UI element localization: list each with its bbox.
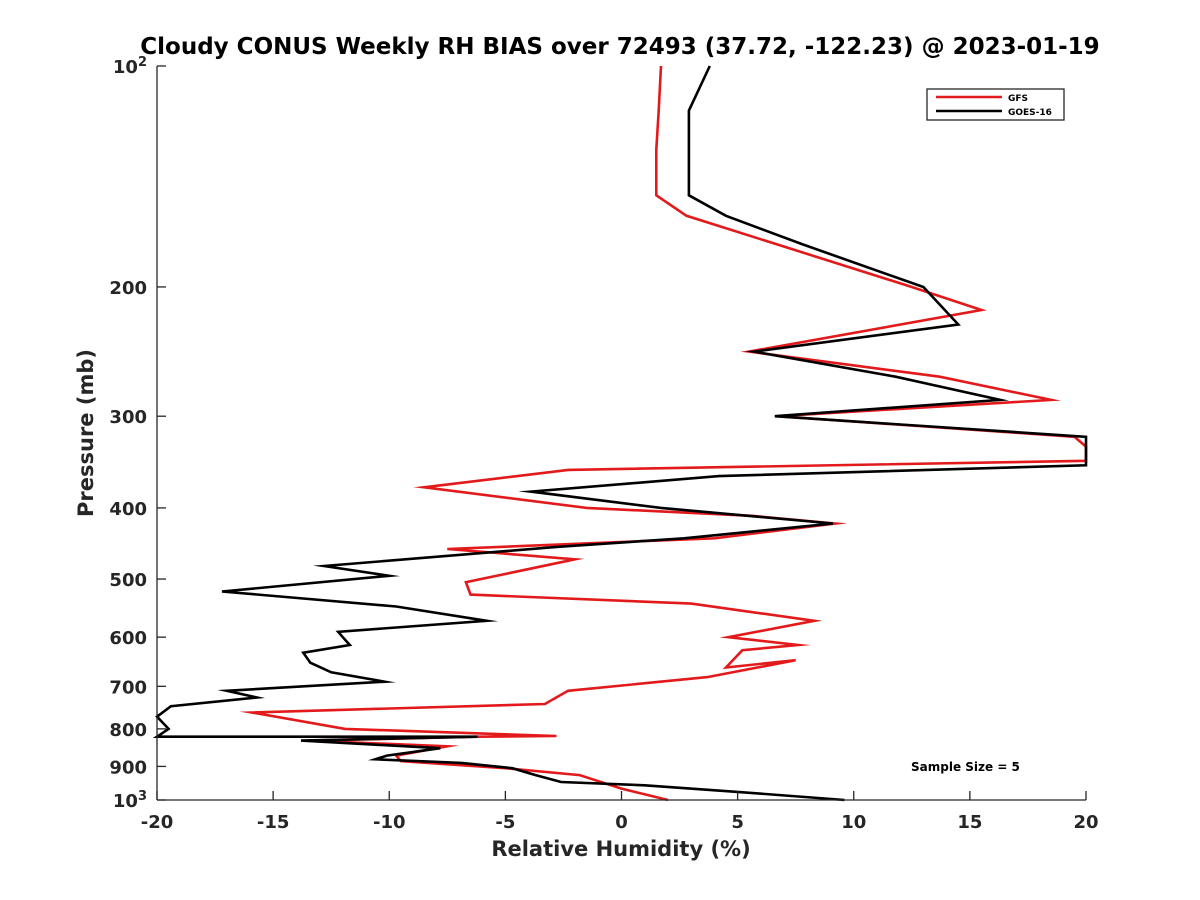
series-layer bbox=[152, 65, 1088, 802]
y-tick-label: 600 bbox=[109, 628, 147, 649]
chart-title: Cloudy CONUS Weekly RH BIAS over 72493 (… bbox=[140, 34, 1099, 60]
y-tick-label: 400 bbox=[109, 499, 147, 520]
y-tick-label: 900 bbox=[109, 757, 147, 778]
legend-box bbox=[926, 88, 1065, 121]
legend-gfs-label: GFS bbox=[1008, 94, 1028, 104]
x-tick-label: 15 bbox=[957, 812, 982, 833]
y-tick-label: 103 bbox=[113, 789, 147, 812]
x-tick-label: 0 bbox=[615, 812, 628, 833]
x-tick-label: 20 bbox=[1073, 812, 1098, 833]
x-tick-label: 10 bbox=[841, 812, 866, 833]
x-tick-label: -20 bbox=[141, 812, 174, 833]
legend-goes16-label: GOES-16 bbox=[1008, 108, 1052, 118]
y-tick-label: 500 bbox=[109, 570, 147, 591]
y-axis-label: Pressure (mb) bbox=[74, 349, 98, 517]
x-tick-label: -15 bbox=[257, 812, 290, 833]
series-line-goes-16 bbox=[152, 65, 1088, 802]
y-tick-label: 700 bbox=[109, 677, 147, 698]
y-tick-label: 102 bbox=[113, 55, 147, 78]
y-tick-label: 300 bbox=[109, 407, 147, 428]
y-tick-label: 800 bbox=[109, 720, 147, 741]
x-tick-label: -10 bbox=[373, 812, 406, 833]
legend: GFS GOES-16 bbox=[926, 88, 1065, 121]
x-tick-label: -5 bbox=[495, 812, 515, 833]
y-tick-label: 200 bbox=[109, 278, 147, 299]
y-tick-group: 102 200 300 400 500 600 700 800 900 103 bbox=[109, 55, 166, 812]
sample-size-annotation: Sample Size = 5 bbox=[911, 760, 1020, 774]
x-tick-label: 5 bbox=[731, 812, 744, 833]
plot-area bbox=[157, 66, 1086, 800]
x-axis-label: Relative Humidity (%) bbox=[491, 837, 750, 861]
x-tick-group: -20 -15 -10 -5 0 5 10 15 20 bbox=[141, 791, 1099, 833]
